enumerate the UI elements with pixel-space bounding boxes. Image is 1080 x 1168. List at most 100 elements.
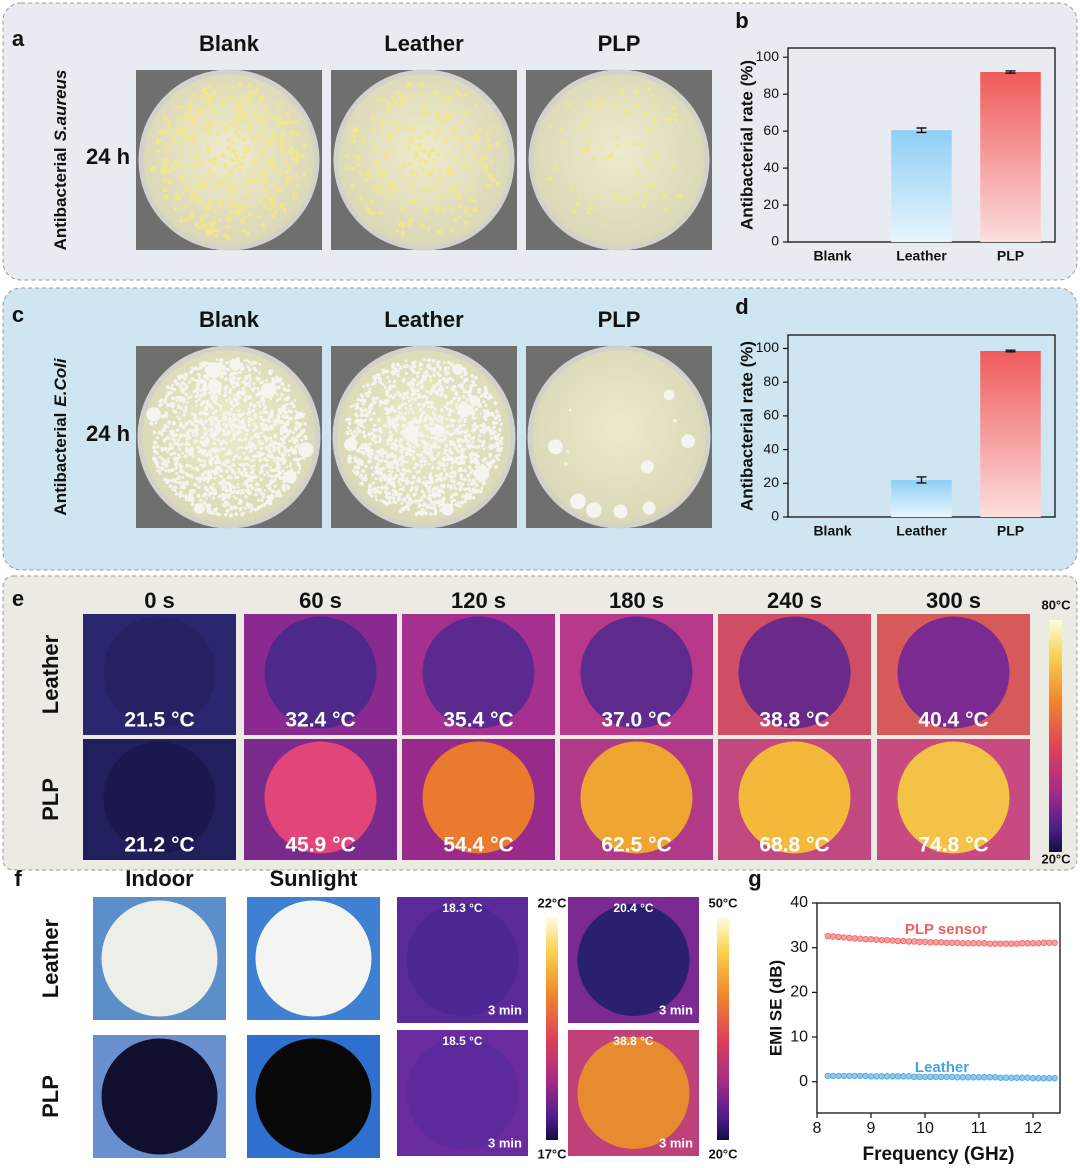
colony bbox=[193, 415, 198, 420]
colony bbox=[178, 417, 181, 421]
colony bbox=[245, 147, 250, 151]
colony bbox=[351, 167, 355, 171]
colony bbox=[230, 381, 234, 386]
colony bbox=[263, 489, 267, 492]
colony bbox=[432, 158, 436, 163]
colony bbox=[378, 185, 382, 190]
colony bbox=[263, 405, 268, 410]
colony bbox=[434, 204, 439, 209]
colony bbox=[191, 431, 196, 435]
colony bbox=[383, 450, 388, 455]
colony bbox=[447, 366, 451, 370]
point bbox=[965, 940, 972, 947]
colony bbox=[277, 475, 281, 479]
colony bbox=[417, 510, 421, 515]
point bbox=[824, 932, 831, 940]
colony bbox=[231, 140, 236, 145]
colony bbox=[187, 436, 191, 440]
colony bbox=[252, 464, 256, 468]
point bbox=[975, 1074, 983, 1081]
colony bbox=[224, 384, 229, 390]
colony bbox=[207, 402, 212, 407]
thermal-sample bbox=[422, 741, 535, 854]
error-bar bbox=[1005, 70, 1016, 74]
colony bbox=[195, 427, 199, 432]
colony bbox=[241, 463, 246, 468]
colony bbox=[473, 383, 477, 387]
colony bbox=[418, 408, 423, 412]
colony bbox=[375, 498, 379, 502]
colony bbox=[437, 130, 442, 135]
colony bbox=[296, 434, 301, 439]
colony bbox=[204, 366, 208, 370]
colony bbox=[288, 120, 293, 125]
colony bbox=[491, 459, 496, 464]
colony bbox=[194, 197, 200, 202]
point bbox=[959, 940, 966, 947]
point bbox=[884, 1073, 891, 1080]
colony bbox=[294, 161, 299, 165]
colony bbox=[209, 230, 214, 235]
colony bbox=[361, 430, 366, 435]
colony bbox=[488, 465, 492, 469]
point bbox=[830, 933, 837, 940]
colony bbox=[224, 410, 229, 415]
colony bbox=[208, 84, 213, 90]
colony bbox=[436, 499, 441, 504]
label: 37.0 °C bbox=[601, 709, 671, 732]
colony bbox=[240, 110, 245, 115]
colony bbox=[455, 448, 460, 452]
colony bbox=[249, 509, 253, 513]
point bbox=[916, 938, 923, 946]
colony bbox=[278, 458, 283, 462]
colony bbox=[433, 407, 437, 411]
colony bbox=[382, 401, 386, 405]
colony bbox=[269, 468, 273, 472]
colony bbox=[489, 176, 493, 180]
colony bbox=[461, 150, 466, 155]
colony bbox=[378, 427, 383, 432]
colony bbox=[179, 105, 183, 109]
thermal-sample bbox=[577, 904, 690, 1016]
colony bbox=[252, 428, 256, 433]
colony bbox=[265, 470, 269, 474]
colony bbox=[178, 455, 182, 459]
colony bbox=[265, 500, 269, 505]
point bbox=[1045, 1074, 1053, 1082]
colony bbox=[453, 483, 456, 487]
colony bbox=[472, 199, 477, 203]
label: 3 min bbox=[659, 1002, 693, 1017]
bar bbox=[980, 72, 1041, 243]
colony bbox=[407, 82, 412, 87]
colony bbox=[286, 432, 291, 436]
colony bbox=[217, 391, 222, 396]
colony bbox=[250, 362, 254, 366]
colony bbox=[463, 92, 468, 97]
label: 24 h bbox=[86, 421, 130, 446]
colony bbox=[665, 117, 670, 122]
colony bbox=[418, 503, 422, 508]
colony bbox=[493, 401, 498, 406]
label: 60 s bbox=[299, 588, 342, 613]
colony bbox=[203, 492, 208, 497]
point bbox=[997, 940, 1004, 947]
colony bbox=[636, 193, 640, 197]
colony bbox=[468, 489, 472, 493]
colony bbox=[351, 434, 355, 439]
colony bbox=[390, 470, 394, 474]
colony bbox=[286, 449, 290, 453]
colony bbox=[279, 443, 283, 447]
colony bbox=[374, 466, 379, 470]
colony bbox=[226, 175, 230, 179]
colony bbox=[440, 479, 443, 483]
colony bbox=[372, 380, 377, 385]
colony bbox=[400, 402, 405, 407]
colony bbox=[355, 426, 360, 430]
colony bbox=[401, 378, 406, 382]
colony bbox=[356, 465, 361, 470]
colony bbox=[487, 445, 491, 449]
colony bbox=[254, 482, 259, 487]
colony bbox=[421, 84, 426, 88]
colony bbox=[291, 197, 296, 201]
colony bbox=[192, 192, 197, 196]
